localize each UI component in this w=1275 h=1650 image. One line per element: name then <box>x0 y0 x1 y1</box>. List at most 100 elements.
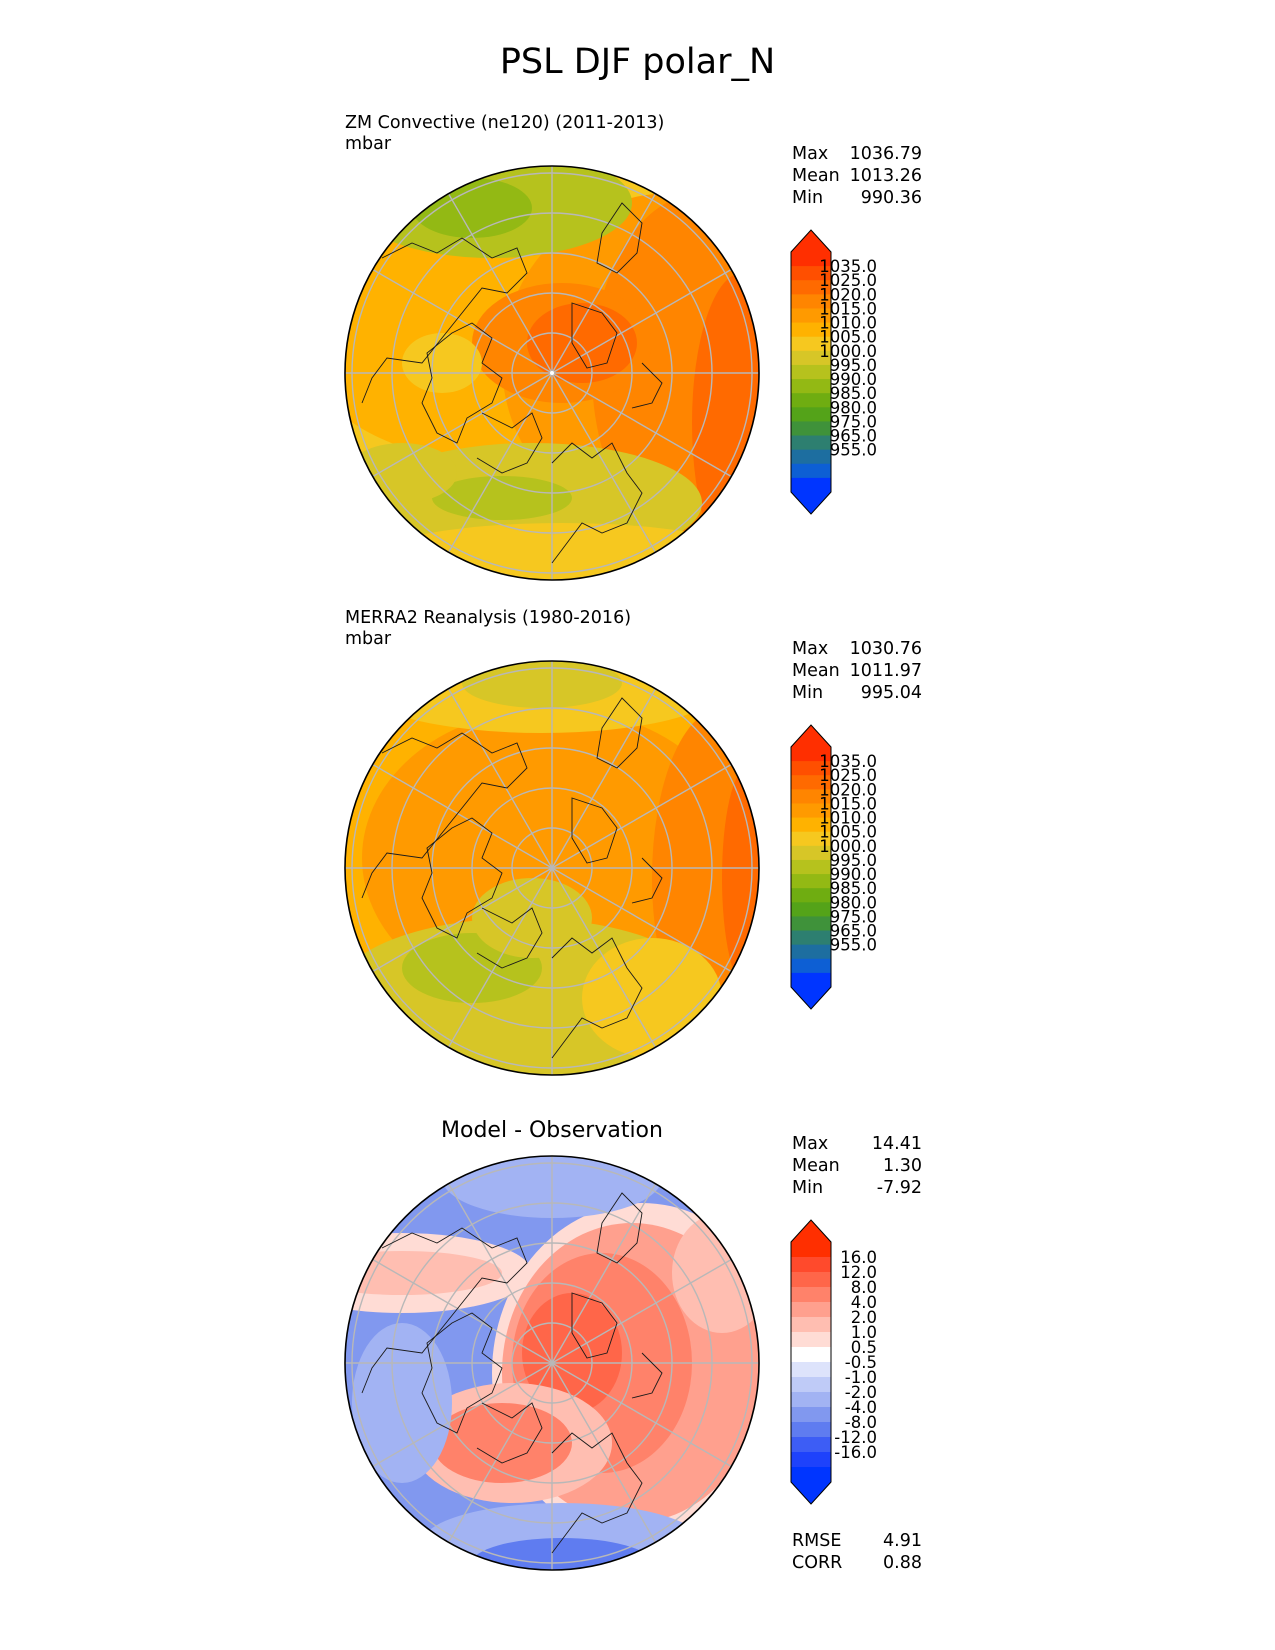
panel2-map <box>344 660 760 1076</box>
panel2-colorbar-segment <box>791 874 831 889</box>
panel2-colorbar-tick-label: 1005.0 <box>819 823 877 842</box>
panel1-colorbar-segment <box>791 463 831 479</box>
panel3-colorbar-tick-label: -0.5 <box>845 1353 877 1372</box>
panel3-max-label: Max <box>792 1134 829 1154</box>
panel1-colorbar-tick-label: 955.0 <box>830 441 877 460</box>
panel1-colorbar-segment <box>791 308 831 324</box>
panel2-colorbar-segment <box>791 944 831 960</box>
panel2-colorbar-segment <box>791 930 831 946</box>
panel3-max: 14.41 <box>871 1134 922 1154</box>
panel1-units: mbar <box>345 134 392 154</box>
panel2-mean: 1011.97 <box>849 661 922 681</box>
panel2-colorbar-tick-label: 990.0 <box>830 865 877 884</box>
panel3-coastlines <box>361 1192 663 1554</box>
panel1-colorbar-tick-label: 980.0 <box>830 398 877 417</box>
panel3-colorbar-segment <box>791 1332 831 1348</box>
panel3-colorbar-segment <box>791 1302 831 1318</box>
panel1-mean: 1013.26 <box>849 166 922 186</box>
panel1-max: 1036.79 <box>849 144 922 164</box>
panel1-colorbar-segment <box>791 449 831 465</box>
panel3-colorbar-tick-label: 16.0 <box>840 1248 877 1267</box>
panel2-colorbar-extend-bottom <box>791 987 831 1009</box>
panel1-colorbar-extend-top <box>791 230 831 252</box>
panel2-colorbar-tick-label: 975.0 <box>830 907 877 926</box>
panel2-mean-label: Mean <box>792 661 840 681</box>
panel1-colorbar-segment <box>791 336 831 352</box>
panel1-colorbar: 1035.01025.01020.01015.01010.01005.01000… <box>790 229 877 515</box>
panel2-map-border <box>344 660 760 1076</box>
panel3-min: -7.92 <box>876 1178 922 1198</box>
panel3-stats: Max 14.41 Mean 1.30 Min -7.92 <box>792 1133 922 1199</box>
panel3-title: Model - Observation <box>441 1118 663 1143</box>
panel2-colorbar-extend-top <box>791 725 831 747</box>
panel2-colorbar-segment <box>791 775 831 790</box>
panel3-colorbar: 16.012.08.04.02.01.00.5-0.5-1.0-2.0-4.0-… <box>790 1219 877 1505</box>
panel2-colorbar-tick-label: 1000.0 <box>819 837 877 856</box>
panel3-colorbar-segment <box>791 1272 831 1288</box>
panel1-title: ZM Convective (ne120) (2011-2013) mbar <box>345 113 664 155</box>
panel2-colorbar-outline <box>790 724 832 1010</box>
panel2-colorbar-segment <box>791 831 831 847</box>
panel3-colorbar-tick-label: 8.0 <box>851 1278 877 1297</box>
panel3-colorbar-extend-bottom <box>791 1482 831 1504</box>
panel3-colorbar-segment <box>791 1407 831 1423</box>
panel2-stats: Max 1030.76 Mean 1011.97 Min 995.04 <box>792 638 922 704</box>
corr-value: 0.88 <box>883 1553 922 1573</box>
panel2-colorbar-tick-label: 995.0 <box>830 851 877 870</box>
panel1-colorbar-segment <box>791 421 831 437</box>
panel2-colorbar-tick-label: 985.0 <box>830 879 877 898</box>
panel1-colorbar-tick-label: 1010.0 <box>819 314 877 333</box>
panel2-min-label: Min <box>792 683 824 703</box>
panel3-colorbar-segment <box>791 1317 831 1333</box>
panel2-colorbar-segment <box>791 916 831 932</box>
panel3-colorbar-segment <box>791 1437 831 1453</box>
panel3-colorbar-tick-label: -16.0 <box>834 1443 877 1462</box>
panel2-units: mbar <box>345 629 392 649</box>
panel2-coastlines <box>361 697 663 1059</box>
panel2-colorbar-tick-label: 1025.0 <box>819 766 877 785</box>
panel1-min-label: Min <box>792 188 824 208</box>
panel1-colorbar-tick-label: 995.0 <box>830 356 877 375</box>
panel3-map <box>344 1155 760 1571</box>
panel2-colorbar-segment <box>791 761 831 776</box>
panel3-colorbar-tick-label: 4.0 <box>851 1293 877 1312</box>
panel3-colorbar-tick-label: 2.0 <box>851 1308 877 1327</box>
figure-title: PSL DJF polar_N <box>499 42 776 82</box>
panel1-title-line1: ZM Convective (ne120) (2011-2013) <box>345 113 665 133</box>
panel1-colorbar-tick-label: 1020.0 <box>819 285 877 304</box>
panel2-colorbar-tick-label: 1015.0 <box>819 794 877 813</box>
panel3-colorbar-tick-label: 12.0 <box>840 1263 877 1282</box>
panel3-metrics: RMSE 4.91 CORR 0.88 <box>792 1530 922 1574</box>
panel3-colorbar-tick-label: -4.0 <box>845 1398 877 1417</box>
panel3-colorbar-tick-label: -2.0 <box>845 1383 877 1402</box>
rmse-label: RMSE <box>792 1531 842 1551</box>
panel2-colorbar-segment <box>791 902 831 917</box>
panel3-colorbar-segment <box>791 1347 831 1363</box>
panel3-colorbar-segment <box>791 1287 831 1303</box>
panel1-pole <box>550 371 554 375</box>
panel2-colorbar-segment <box>791 958 831 974</box>
panel3-colorbar-segment <box>791 1467 831 1483</box>
panel2-graticule <box>345 661 759 1075</box>
panel1-colorbar-segment <box>791 322 831 338</box>
panel2-colorbar-segment <box>791 888 831 903</box>
panel1-colorbar-tick-label: 1035.0 <box>819 257 877 276</box>
panel3-colorbar-segment <box>791 1362 831 1378</box>
panel2-colorbar-segment <box>791 817 831 833</box>
panel1-colorbar-extend-bottom <box>791 492 831 514</box>
panel2-colorbar-segment <box>791 845 831 861</box>
panel3-colorbar-outline <box>790 1219 832 1505</box>
panel1-stats: Max 1036.79 Mean 1013.26 Min 990.36 <box>792 143 922 209</box>
panel1-colorbar-tick-label: 1005.0 <box>819 328 877 347</box>
panel1-coastlines <box>361 202 663 564</box>
panel1-map <box>344 165 760 581</box>
panel3-colorbar-tick-label: -8.0 <box>845 1413 877 1432</box>
panel3-colorbar-segment <box>791 1422 831 1438</box>
panel1-colorbar-outline <box>790 229 832 515</box>
panel1-colorbar-tick-label: 1000.0 <box>819 342 877 361</box>
panel3-colorbar-segment <box>791 1452 831 1468</box>
panel3-colorbar-segment <box>791 1242 831 1258</box>
panel1-colorbar-segment <box>791 294 831 309</box>
panel1-colorbar-tick-label: 975.0 <box>830 412 877 431</box>
panel3-colorbar-segment <box>791 1377 831 1393</box>
